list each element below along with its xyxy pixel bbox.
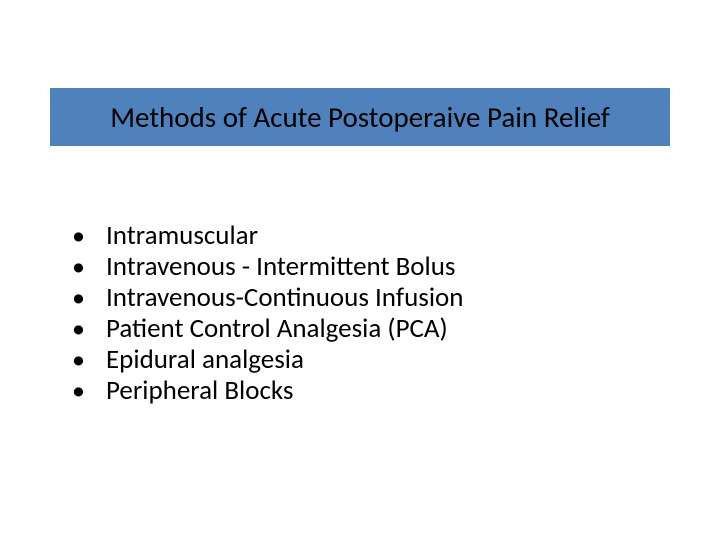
list-item: • Patient Control Analgesia (PCA) — [72, 315, 463, 342]
title-bar: Methods of Acute Postoperaive Pain Relie… — [50, 88, 670, 146]
list-item-text: Intravenous-Continuous Infusion — [106, 284, 463, 311]
list-item-text: Peripheral Blocks — [106, 377, 293, 404]
bullet-icon: • — [72, 315, 106, 341]
bullet-icon: • — [72, 346, 106, 372]
list-item: • Peripheral Blocks — [72, 377, 463, 404]
list-item-text: Epidural analgesia — [106, 346, 304, 373]
list-item-text: Patient Control Analgesia (PCA) — [106, 315, 448, 342]
list-item: • Intramuscular — [72, 222, 463, 249]
list-item: • Intravenous - Intermittent Bolus — [72, 253, 463, 280]
slide-title: Methods of Acute Postoperaive Pain Relie… — [110, 99, 609, 135]
bullet-icon: • — [72, 222, 106, 248]
list-item: • Epidural analgesia — [72, 346, 463, 373]
list-item: • Intravenous-Continuous Infusion — [72, 284, 463, 311]
bullet-icon: • — [72, 284, 106, 310]
bullet-list: • Intramuscular • Intravenous - Intermit… — [72, 222, 463, 408]
bullet-icon: • — [72, 253, 106, 279]
list-item-text: Intramuscular — [106, 222, 258, 249]
bullet-icon: • — [72, 377, 106, 403]
list-item-text: Intravenous - Intermittent Bolus — [106, 253, 455, 280]
